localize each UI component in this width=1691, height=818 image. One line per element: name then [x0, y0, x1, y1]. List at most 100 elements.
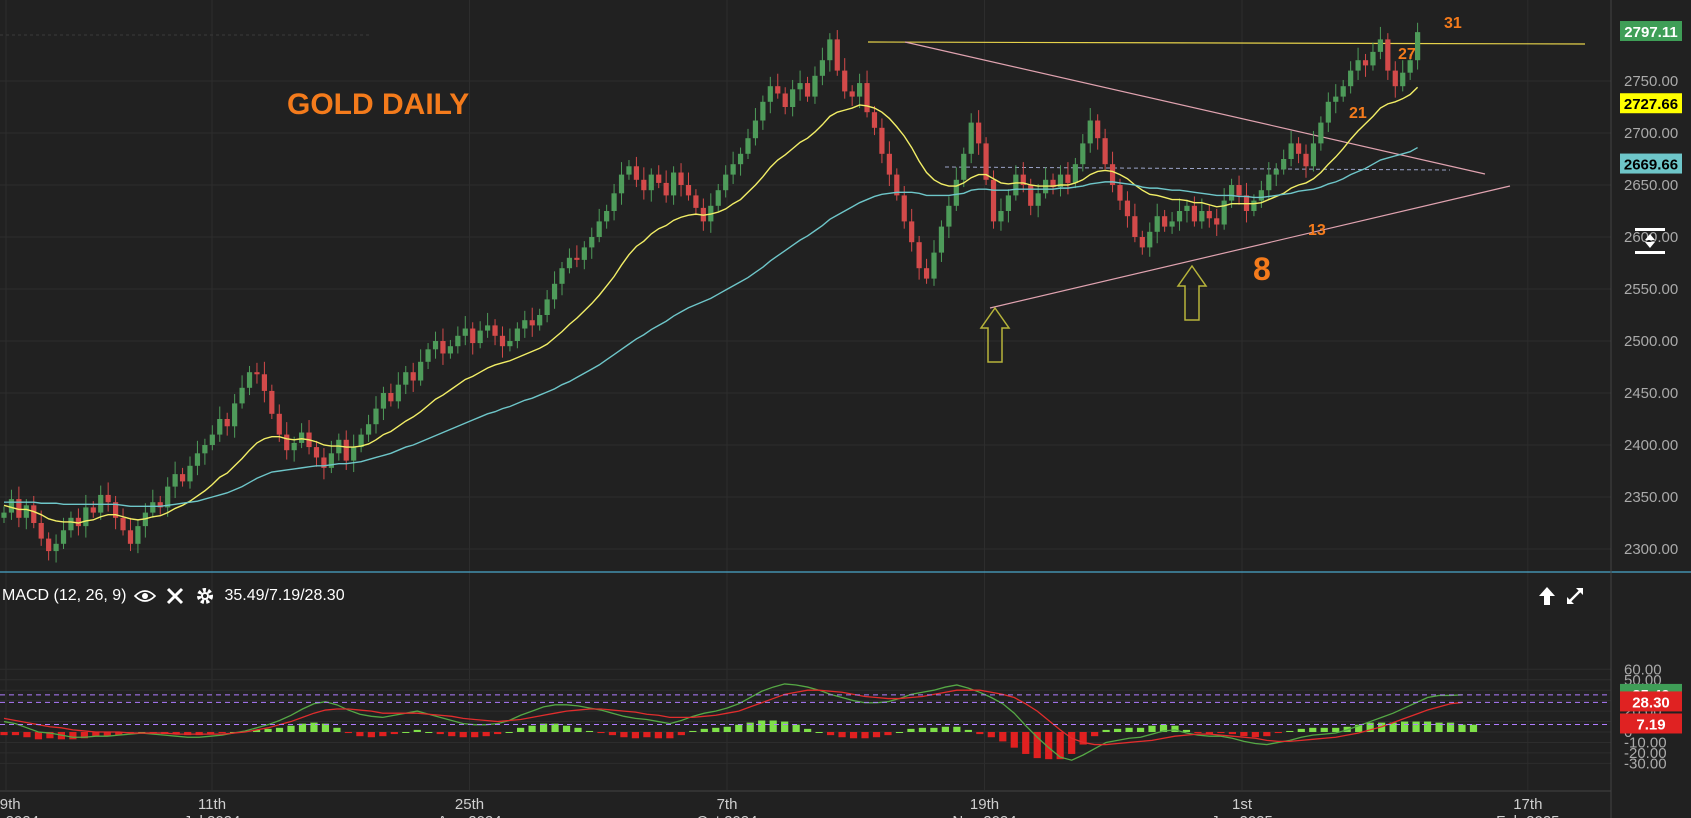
candle	[395, 372, 401, 409]
histogram-bar	[539, 723, 548, 732]
macd-readout: 35.49/7.19/28.30	[224, 587, 345, 604]
date-tick-sublabel: Nov 2024	[952, 813, 1016, 818]
histogram-bar	[1355, 724, 1363, 732]
candle	[611, 183, 617, 221]
candle	[105, 482, 111, 512]
histogram-bar	[1251, 732, 1259, 738]
histogram-bar	[953, 726, 961, 732]
candle	[879, 118, 885, 164]
histogram-bar	[1286, 730, 1294, 732]
date-tick-label: 1st	[1232, 796, 1253, 813]
candle	[224, 412, 230, 436]
eye-icon[interactable]	[134, 585, 157, 607]
candle	[1162, 209, 1168, 232]
annotation-8: 8	[1253, 251, 1271, 287]
date-axis[interactable]: 29thMay 2024 11thJul 2024 25thAug 2024 7thO…	[0, 796, 1560, 818]
price-tick-label: 2650.00	[1624, 177, 1678, 194]
candle	[1095, 114, 1101, 150]
macd-tick-label: -20.00	[1624, 745, 1667, 762]
histogram-bar	[172, 732, 180, 735]
candle	[730, 151, 736, 184]
histogram-bar	[1332, 727, 1340, 732]
candle	[983, 137, 989, 185]
gear-icon[interactable]	[194, 585, 216, 607]
resistance-line	[867, 41, 1586, 45]
candle	[373, 396, 379, 434]
candle	[239, 375, 245, 409]
candle	[782, 87, 788, 115]
date-tick: 1stJan 2025	[1211, 796, 1273, 818]
date-tick-label: 29th	[0, 796, 21, 813]
svg-text:2669.66: 2669.66	[1624, 157, 1678, 174]
candle	[849, 85, 855, 106]
histogram-bar	[1056, 732, 1064, 760]
histogram-bar	[1010, 732, 1018, 748]
candle	[16, 486, 22, 528]
candle	[1169, 212, 1175, 234]
macd-lines	[3, 683, 1463, 761]
date-tick-sublabel: Feb 2025	[1496, 813, 1559, 818]
histogram-bar	[1366, 722, 1374, 732]
candle	[1087, 108, 1093, 153]
histogram-bar	[517, 727, 525, 732]
candle	[269, 384, 275, 419]
candle	[127, 517, 134, 552]
date-tick: 11thJul 2024	[184, 796, 241, 818]
candle	[187, 456, 193, 489]
candle	[313, 440, 320, 467]
candle	[1020, 162, 1026, 193]
price-axis[interactable]: 2300.00 2350.00 2400.00 2450.00 2500.00 2550.…	[1624, 73, 1678, 558]
scale-drag-handle[interactable]	[1635, 228, 1665, 254]
candle	[165, 477, 171, 517]
histogram-bar	[689, 730, 697, 732]
candle	[358, 428, 364, 453]
last-value-badge: 2797.11	[1620, 21, 1682, 42]
price-tick-label: 2550.00	[1624, 281, 1678, 298]
histogram-bar	[1171, 725, 1179, 732]
close-icon[interactable]	[164, 585, 186, 607]
candle	[60, 517, 67, 549]
candle	[775, 73, 781, 99]
histogram-bar	[1423, 721, 1432, 732]
histogram-bar	[631, 732, 640, 739]
histogram-bar	[781, 721, 789, 732]
main-grid	[0, 0, 1611, 790]
descending-trendline	[904, 41, 1486, 175]
moving-averages	[3, 86, 1419, 524]
histogram-bar	[1148, 725, 1156, 732]
histogram-bar	[1159, 724, 1168, 732]
histogram-bar	[1194, 732, 1202, 734]
candle	[871, 105, 878, 136]
candle	[842, 58, 848, 99]
candle	[767, 76, 773, 114]
move-up-arrow-icon[interactable]	[1536, 585, 1558, 607]
candle	[923, 258, 930, 284]
histogram-bar	[1033, 732, 1041, 759]
candle	[351, 434, 357, 473]
histogram-bar	[1469, 724, 1478, 732]
candle	[938, 220, 945, 262]
macd-grid	[0, 668, 1611, 764]
candle	[998, 198, 1004, 231]
candle	[8, 489, 15, 520]
candle	[179, 467, 186, 487]
histogram-bar	[1217, 732, 1225, 734]
candle	[157, 495, 163, 515]
histogram-bar	[207, 732, 215, 735]
histogram-bar	[987, 732, 995, 738]
price-tick-label: 2500.00	[1624, 333, 1678, 350]
histogram-bar	[826, 732, 835, 736]
expand-icon[interactable]	[1564, 585, 1586, 607]
date-tick-sublabel: Oct 2024	[697, 813, 758, 818]
candle	[485, 312, 491, 338]
candle	[276, 404, 282, 442]
annotation-31: 31	[1444, 15, 1462, 32]
candle	[113, 495, 119, 530]
candle	[1266, 162, 1272, 200]
candle	[83, 494, 89, 538]
candle	[797, 70, 803, 101]
histogram-bar	[252, 729, 261, 732]
candle	[529, 307, 535, 337]
